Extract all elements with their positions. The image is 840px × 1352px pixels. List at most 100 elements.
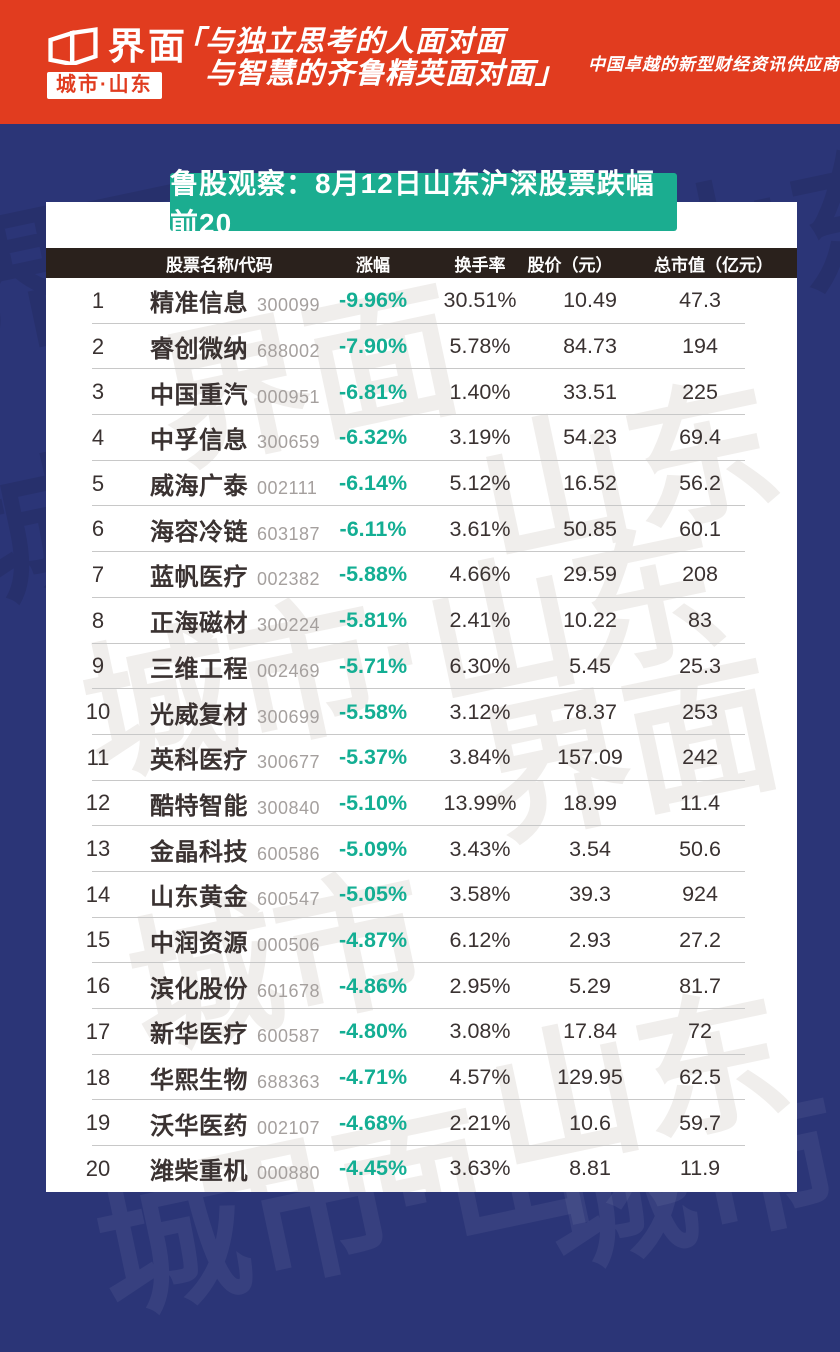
change-cell: -5.81%: [338, 608, 408, 633]
rank-cell: 4: [91, 424, 105, 450]
stock-code: 300659: [257, 432, 321, 453]
header-bar: 界面 城市·山东 「与独立思考的人面对面 与智慧的齐鲁精英面对面」 中国卓越的新…: [0, 0, 840, 124]
turnover-cell: 2.21%: [449, 1110, 511, 1135]
stock-name: 华熙生物: [150, 1067, 248, 1095]
stock-code: 000880: [257, 1163, 321, 1184]
brand-name: 界面: [108, 25, 188, 67]
name-cell: 蓝帆医疗 002382: [150, 557, 324, 592]
stock-name: 三维工程: [150, 655, 248, 683]
marketcap-cell: 56.2: [679, 471, 721, 496]
stock-code: 300099: [257, 295, 321, 316]
slogan-line-1: 「与独立思考的人面对面: [175, 26, 506, 58]
table-row: 20 潍柴重机 000880 -4.45% 3.63% 8.81 11.9: [46, 1146, 797, 1192]
marketcap-cell: 72: [688, 1019, 712, 1044]
price-cell: 157.09: [557, 745, 623, 770]
change-cell: -9.96%: [338, 288, 408, 313]
brand-region-badge: 城市·山东: [47, 72, 162, 99]
rank-cell: 17: [85, 1018, 111, 1044]
table-header: 股票名称/代码 涨幅 换手率 股价（元） 总市值（亿元）: [46, 248, 797, 278]
change-cell: -5.05%: [338, 882, 408, 907]
table-row: 19 沃华医药 002107 -4.68% 2.21% 10.6 59.7: [46, 1100, 797, 1146]
slogan-line-2: 与智慧的齐鲁精英面对面」: [205, 58, 566, 90]
price-cell: 84.73: [563, 334, 617, 359]
stock-name: 新华医疗: [150, 1021, 248, 1049]
table-row: 8 正海磁材 300224 -5.81% 2.41% 10.22 83: [46, 598, 797, 644]
rank-cell: 14: [85, 881, 111, 907]
column-header-turnover: 换手率: [454, 255, 506, 275]
marketcap-cell: 25.3: [679, 653, 721, 678]
stock-name: 沃华医药: [150, 1112, 248, 1140]
brand-logo-row: 界面: [47, 27, 188, 65]
price-cell: 33.51: [563, 379, 617, 404]
stock-code: 002382: [257, 569, 321, 590]
stock-name: 山东黄金: [150, 884, 248, 912]
brand-block: 界面 城市·山东: [47, 27, 188, 99]
table-row: 9 三维工程 002469 -5.71% 6.30% 5.45 25.3: [46, 644, 797, 690]
table-row: 11 英科医疗 300677 -5.37% 3.84% 157.09 242: [46, 735, 797, 781]
stock-name: 酷特智能: [150, 792, 248, 820]
stock-code: 300699: [257, 706, 321, 727]
price-cell: 29.59: [563, 562, 617, 587]
change-cell: -5.88%: [338, 562, 408, 587]
rank-cell: 19: [85, 1110, 111, 1136]
stock-code: 002107: [257, 1117, 321, 1138]
name-cell: 滨化股份 601678: [150, 969, 324, 1004]
name-cell: 海容冷链 603187: [150, 512, 324, 547]
stock-name: 蓝帆医疗: [150, 564, 248, 592]
stock-code: 300677: [257, 752, 321, 773]
marketcap-cell: 69.4: [679, 425, 721, 450]
change-cell: -5.37%: [338, 745, 408, 770]
table-row: 2 睿创微纳 688002 -7.90% 5.78% 84.73 194: [46, 324, 797, 370]
name-cell: 精准信息 300099: [150, 283, 324, 318]
table-row: 5 威海广泰 002111 -6.14% 5.12% 16.52 56.2: [46, 461, 797, 507]
stock-code: 600547: [257, 889, 321, 910]
data-card: 界面 山东 城市·山东 界面 城市 山东 界面 股票名称/代码 涨幅 换手率 股…: [46, 202, 797, 1192]
name-cell: 沃华医药 002107: [150, 1106, 324, 1141]
stock-name: 潍柴重机: [150, 1158, 248, 1186]
name-cell: 中孚信息 300659: [150, 420, 324, 455]
stock-code: 000506: [257, 934, 321, 955]
turnover-cell: 2.41%: [449, 608, 511, 633]
stock-name: 威海广泰: [150, 473, 248, 501]
turnover-cell: 3.43%: [449, 836, 511, 861]
name-cell: 威海广泰 002111: [150, 466, 324, 501]
slogan: 「与独立思考的人面对面 与智慧的齐鲁精英面对面」: [175, 26, 565, 90]
marketcap-cell: 81.7: [679, 973, 721, 998]
table-row: 10 光威复材 300699 -5.58% 3.12% 78.37 253: [46, 689, 797, 735]
jiemian-logo-icon: [48, 27, 98, 65]
rank-cell: 5: [91, 470, 105, 496]
change-cell: -4.86%: [338, 973, 408, 998]
price-cell: 78.37: [563, 699, 617, 724]
marketcap-cell: 11.9: [679, 1156, 721, 1181]
column-header-change: 涨幅: [356, 255, 390, 275]
price-cell: 10.6: [569, 1110, 611, 1135]
name-cell: 三维工程 002469: [150, 649, 324, 684]
stock-name: 英科医疗: [150, 747, 248, 775]
stock-name: 光威复材: [150, 701, 248, 729]
stock-code: 688363: [257, 1072, 321, 1093]
stock-code: 002469: [257, 660, 321, 681]
table-row: 4 中孚信息 300659 -6.32% 3.19% 54.23 69.4: [46, 415, 797, 461]
rank-cell: 18: [85, 1064, 111, 1090]
column-header-marketcap: 总市值（亿元）: [654, 255, 773, 275]
turnover-cell: 4.66%: [449, 562, 511, 587]
marketcap-cell: 253: [682, 699, 718, 724]
rank-cell: 20: [85, 1155, 111, 1181]
table-row: 15 中润资源 000506 -4.87% 6.12% 2.93 27.2: [46, 918, 797, 964]
change-cell: -4.68%: [338, 1110, 408, 1135]
price-cell: 18.99: [563, 790, 617, 815]
marketcap-cell: 47.3: [679, 288, 721, 313]
turnover-cell: 1.40%: [449, 379, 511, 404]
column-header-name-code: 股票名称/代码: [166, 255, 273, 275]
marketcap-cell: 924: [682, 882, 718, 907]
name-cell: 酷特智能 300840: [150, 786, 324, 821]
tagline: 中国卓越的新型财经资讯供应商: [588, 55, 840, 74]
price-cell: 54.23: [563, 425, 617, 450]
marketcap-cell: 11.4: [679, 790, 721, 815]
turnover-cell: 4.57%: [449, 1065, 511, 1090]
change-cell: -6.32%: [338, 425, 408, 450]
rank-cell: 9: [91, 653, 105, 679]
turnover-cell: 3.61%: [449, 516, 511, 541]
change-cell: -4.45%: [338, 1156, 408, 1181]
rank-cell: 8: [91, 607, 105, 633]
